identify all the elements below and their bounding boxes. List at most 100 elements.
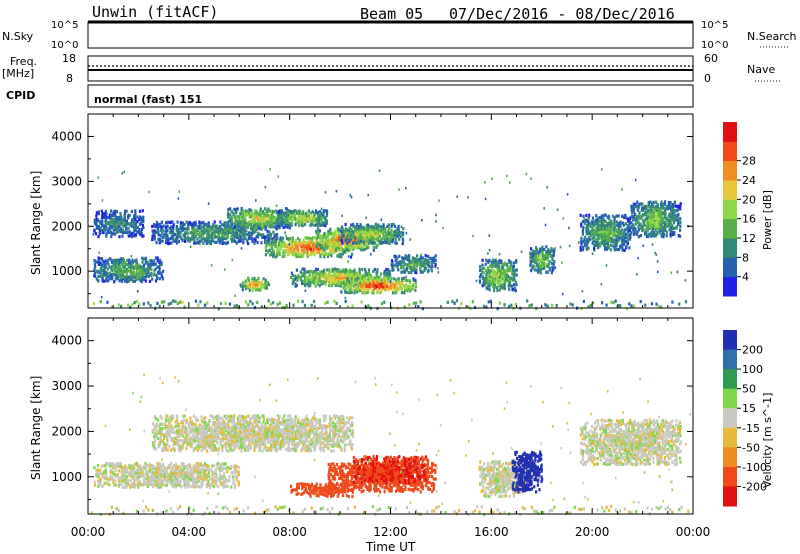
scatter-cell [537, 250, 540, 254]
scatter-cell [606, 246, 609, 250]
scatter-cell [669, 220, 672, 225]
scatter-cell [583, 242, 587, 246]
scatter-cell [222, 482, 225, 486]
scatter-cell [194, 220, 197, 224]
scatter-cell [180, 464, 183, 468]
scatter-cell [211, 233, 214, 237]
scatter-cell [282, 213, 286, 217]
scatter-cell [95, 277, 98, 281]
scatter-cell [341, 252, 345, 256]
scatter-cell [316, 215, 320, 219]
scatter-cell [327, 229, 330, 233]
scatter-cell [281, 217, 284, 222]
scatter-cell [290, 213, 293, 217]
scatter-cell [652, 217, 655, 221]
scatter-cell [192, 468, 195, 472]
scatter-cell [188, 482, 191, 486]
scatter-cell [225, 241, 228, 246]
ground-scatter-cell [169, 507, 173, 511]
scatter-cell [175, 474, 178, 478]
speckle-cell [398, 188, 400, 191]
scatter-cell [411, 260, 414, 264]
scatter-cell [126, 475, 129, 479]
ground-scatter-cell [351, 304, 354, 308]
scatter-cell [121, 222, 124, 226]
scatter-cell [220, 223, 223, 227]
scatter-cell [124, 209, 127, 213]
scatter-cell [647, 212, 650, 216]
scatter-cell [173, 239, 177, 243]
scatter-cell [154, 483, 157, 487]
scatter-cell [144, 462, 147, 466]
scatter-cell [613, 230, 616, 234]
scatter-cell [384, 231, 388, 235]
scatter-cell [184, 479, 188, 483]
scatter-cell [251, 283, 254, 287]
scatter-cell [127, 279, 131, 283]
scatter-cell [652, 213, 655, 217]
scatter-cell [656, 218, 659, 222]
scatter-cell [491, 281, 494, 285]
scatter-cell [322, 211, 325, 215]
scatter-cell [331, 238, 334, 242]
scatter-cell [650, 205, 653, 209]
scatter-cell [580, 240, 583, 244]
scatter-cell [147, 482, 150, 486]
scatter-cell [157, 430, 160, 434]
scatter-cell [484, 278, 487, 282]
scatter-cell [168, 416, 172, 420]
scatter-cell [131, 475, 135, 479]
scatter-cell [513, 275, 516, 279]
scatter-cell [402, 227, 405, 231]
scatter-cell [403, 270, 407, 274]
scatter-cell [660, 214, 663, 218]
scatter-cell [376, 289, 379, 293]
scatter-cell [309, 242, 313, 246]
scatter-cell [596, 224, 599, 228]
scatter-cell [379, 280, 382, 284]
scatter-cell [667, 206, 670, 210]
scatter-cell [669, 216, 672, 220]
scatter-cell [151, 277, 154, 281]
speckle-cell [98, 251, 100, 254]
scatter-cell [193, 236, 196, 240]
scatter-cell [176, 434, 179, 438]
scatter-cell [184, 231, 187, 235]
scatter-cell [359, 229, 362, 233]
scatter-cell [294, 209, 297, 213]
scatter-cell [392, 268, 395, 272]
scatter-cell [432, 259, 436, 263]
scatter-cell [185, 229, 188, 233]
scatter-cell [229, 465, 232, 469]
scatter-cell [318, 213, 321, 218]
scatter-cell [182, 472, 186, 476]
scatter-cell [266, 235, 269, 239]
scatter-cell [315, 209, 318, 213]
scatter-cell [488, 269, 491, 273]
scatter-cell [223, 475, 226, 479]
scatter-cell [304, 217, 307, 221]
scatter-cell [647, 225, 650, 229]
scatter-cell [281, 213, 284, 217]
scatter-cell [105, 212, 108, 216]
scatter-cell [222, 229, 225, 233]
scatter-cell [172, 430, 175, 434]
scatter-cell [647, 201, 650, 205]
scatter-cell [230, 485, 233, 489]
scatter-cell [200, 221, 203, 225]
scatter-cell [96, 464, 100, 468]
scatter-cell [338, 248, 341, 252]
scatter-cell [132, 279, 135, 283]
scatter-cell [512, 268, 515, 273]
scatter-cell [206, 239, 209, 243]
scatter-cell [159, 239, 162, 243]
scatter-cell [261, 217, 264, 222]
scatter-cell [479, 273, 482, 277]
scatter-cell [125, 485, 128, 489]
scatter-cell [151, 441, 154, 445]
scatter-cell [179, 221, 182, 225]
scatter-cell [255, 279, 258, 283]
scatter-cell [219, 229, 222, 233]
scatter-cell [269, 242, 272, 246]
scatter-cell [548, 260, 551, 264]
